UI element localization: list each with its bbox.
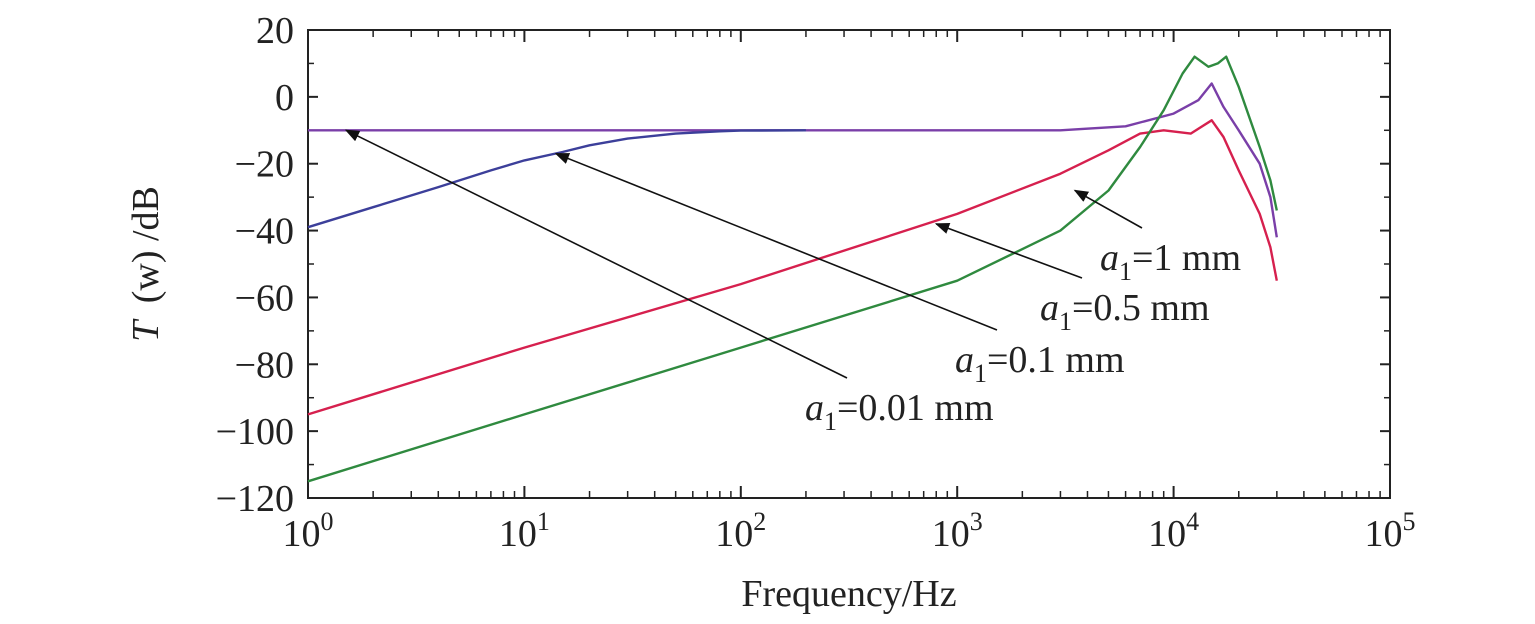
- y-tick-label: −120: [216, 478, 294, 520]
- x-axis-label: Frequency/Hz: [741, 573, 956, 615]
- series-line-2: [307, 129, 806, 229]
- annotation-arrow: [554, 152, 998, 331]
- x-tick-label: 104: [1148, 507, 1199, 555]
- y-tick-label: 20: [256, 10, 294, 52]
- annotation-label: a1=1 mm: [1100, 237, 1241, 286]
- y-tick-label: −60: [235, 277, 294, 319]
- series-group: [307, 55, 1278, 483]
- y-tick-label: −20: [235, 144, 294, 186]
- y-axis-label-arg: (w): [125, 251, 167, 304]
- annotation-arrow: [1073, 189, 1143, 229]
- x-tick-label: 101: [499, 507, 550, 555]
- y-tick-label: −100: [216, 411, 294, 453]
- axis-ticks: [307, 29, 1391, 499]
- x-tick-label: 102: [715, 507, 766, 555]
- y-tick-label: −80: [235, 344, 294, 386]
- y-tick-label: 0: [275, 77, 294, 119]
- x-tick-label: 105: [1365, 507, 1416, 555]
- annotation-arrow: [934, 222, 1083, 279]
- y-tick-label: −40: [235, 211, 294, 253]
- annotation-arrow: [344, 129, 848, 379]
- series-line-3: [307, 119, 1278, 416]
- annotation-label: a1=0.1 mm: [955, 339, 1125, 388]
- y-axis-label: T (w) /dB: [125, 186, 167, 342]
- y-axis-label-symbol: T: [125, 318, 167, 342]
- annotation-label: a1=0.01 mm: [805, 387, 994, 436]
- y-axis-label-unit: /dB: [125, 186, 167, 241]
- annotation-label: a1=0.5 mm: [1040, 287, 1210, 336]
- x-tick-label: 103: [932, 507, 983, 555]
- x-tick-label: 100: [283, 507, 334, 555]
- series-line-4: [307, 55, 1278, 483]
